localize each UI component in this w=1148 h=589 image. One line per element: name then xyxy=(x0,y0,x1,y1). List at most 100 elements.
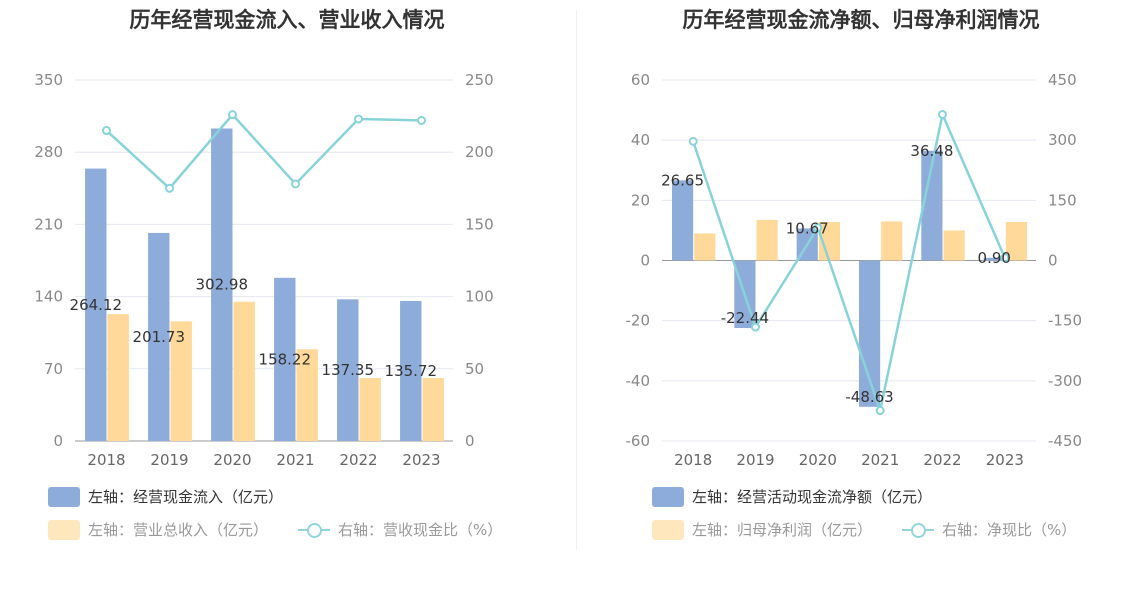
line-point xyxy=(165,183,174,193)
bar-series-2 xyxy=(1005,221,1028,261)
x-axis-tick: 2021 xyxy=(276,451,314,469)
x-axis-tick: 2022 xyxy=(339,451,377,469)
right-axis-tick: 50 xyxy=(465,360,484,378)
line-point xyxy=(291,179,300,189)
legend-line-icon xyxy=(298,520,330,540)
data-label: 36.48 xyxy=(910,142,953,160)
line-point xyxy=(875,406,885,416)
left-axis-tick: 60 xyxy=(631,71,650,89)
x-axis-tick: 2023 xyxy=(986,451,1024,469)
bar-series-1 xyxy=(337,299,359,441)
bar-series-2 xyxy=(233,301,255,441)
bar-series-1 xyxy=(983,257,1005,261)
legend-label: 左轴：营业总收入（亿元） xyxy=(88,521,269,539)
bar-series-1 xyxy=(921,150,943,261)
bar-series-2 xyxy=(422,378,444,441)
bar-series-1 xyxy=(671,180,694,261)
bar-series-2 xyxy=(359,378,381,441)
left-axis-tick: 280 xyxy=(34,143,63,161)
x-axis-tick: 2018 xyxy=(674,451,712,469)
left-axis-tick: -60 xyxy=(626,432,651,450)
legend-item-series-3[interactable]: 右轴：营收现金比（%） xyxy=(298,519,502,540)
right-axis-tick: 0 xyxy=(1048,252,1058,270)
left-axis-tick: 20 xyxy=(631,191,650,209)
legend-swatch xyxy=(652,519,684,540)
bar-series-2 xyxy=(881,221,903,261)
data-label: -22.44 xyxy=(721,309,769,327)
x-axis-tick: 2020 xyxy=(213,451,251,469)
data-label: 0.90 xyxy=(978,249,1011,267)
line-series-3 xyxy=(691,110,1006,416)
legend-item-series-2[interactable]: 左轴：营业总收入（亿元） xyxy=(48,519,268,540)
panel-divider xyxy=(576,10,577,550)
right-axis-tick: -450 xyxy=(1048,432,1082,450)
bar-series-1 xyxy=(148,232,170,441)
bar-series-2 xyxy=(943,230,965,261)
legend-label: 左轴：经营现金流入（亿元） xyxy=(88,488,284,506)
chart-title: 历年经营现金流净额、归母净利润情况 xyxy=(682,8,1040,32)
bar-series-2 xyxy=(818,221,841,261)
left-axis-tick: 350 xyxy=(34,71,63,89)
left-axis-tick: 210 xyxy=(34,215,63,233)
bar-series-1 xyxy=(274,277,296,441)
bar-series-1 xyxy=(858,260,881,407)
left-axis-tick: -40 xyxy=(626,372,651,390)
line-point xyxy=(102,126,111,136)
line-point xyxy=(813,223,823,233)
data-label: 201.73 xyxy=(133,328,186,346)
right-axis-tick: 300 xyxy=(1048,131,1077,149)
x-axis-tick: 2021 xyxy=(861,451,899,469)
x-axis-tick: 2019 xyxy=(150,451,188,469)
chart-panel-right: 历年经营现金流净额、归母净利润情况 -60 -40 -20 0 20 40 60 -450 -3… xyxy=(574,0,1148,589)
x-axis-tick: 2019 xyxy=(736,451,774,469)
legend-swatch xyxy=(652,486,684,507)
right-axis-tick: -300 xyxy=(1048,372,1082,390)
bar-series-1 xyxy=(211,128,233,441)
right-axis-tick: 150 xyxy=(465,215,494,233)
left-axis-tick: -20 xyxy=(626,312,651,330)
bar-series-2 xyxy=(107,314,129,441)
data-label: 26.65 xyxy=(661,171,704,189)
legend-item-series-1[interactable]: 左轴：经营现金流入（亿元） xyxy=(48,486,283,507)
legend-item-series-3[interactable]: 右轴：净现比（%） xyxy=(902,519,1076,540)
data-label: 135.72 xyxy=(385,362,438,380)
x-axis-tick: 2020 xyxy=(799,451,837,469)
line-point xyxy=(688,136,698,146)
right-axis-tick: 0 xyxy=(465,432,475,450)
line-point xyxy=(354,114,363,124)
right-axis-tick: 200 xyxy=(465,143,494,161)
data-label: 158.22 xyxy=(259,350,312,368)
legend-swatch xyxy=(48,486,80,507)
line-point xyxy=(751,322,760,332)
legend-item-series-1[interactable]: 左轴：经营活动现金流净额（亿元） xyxy=(652,486,932,507)
right-axis-tick: -150 xyxy=(1048,312,1082,330)
legend-label: 左轴：归母净利润（亿元） xyxy=(692,521,873,539)
x-axis-tick: 2023 xyxy=(402,451,440,469)
legend-line-icon xyxy=(902,520,934,540)
chart-panel-left: 历年经营现金流入、营业收入情况 0 70 140 210 280 350 0 50 100 150… xyxy=(34,8,502,540)
data-label: -48.63 xyxy=(845,388,893,406)
line-point xyxy=(228,110,237,120)
chart-svg: -60 -40 -20 0 20 40 60 -450 -300 -150 0 150 300 450 20… xyxy=(626,71,1083,469)
legend-item-series-2[interactable]: 左轴：归母净利润（亿元） xyxy=(652,519,872,540)
data-label: 10.67 xyxy=(786,219,829,237)
right-axis-tick: 150 xyxy=(1048,191,1077,209)
right-axis-tick: 100 xyxy=(465,288,494,306)
line-point xyxy=(938,109,947,119)
x-axis-tick: 2018 xyxy=(87,451,125,469)
bar-series-2 xyxy=(170,321,192,441)
bar-series-2 xyxy=(296,349,318,441)
legend-label: 右轴：净现比（%） xyxy=(942,521,1077,539)
line-series-3 xyxy=(105,112,422,191)
bar-series-2 xyxy=(694,233,716,261)
bar-series-1 xyxy=(85,168,107,441)
chart-title: 历年经营现金流入、营业收入情况 xyxy=(129,8,445,32)
bar-series-2 xyxy=(756,219,778,261)
chart-svg: 0 70 140 210 280 350 0 50 100 150 200 250 2018 2019 20… xyxy=(34,71,494,469)
left-axis-tick: 140 xyxy=(34,288,63,306)
legend-label: 右轴：营收现金比（%） xyxy=(338,521,503,539)
left-axis-tick: 0 xyxy=(53,432,63,450)
x-axis-tick: 2022 xyxy=(923,451,961,469)
legend-swatch xyxy=(48,519,80,540)
data-label: 264.12 xyxy=(70,296,123,314)
